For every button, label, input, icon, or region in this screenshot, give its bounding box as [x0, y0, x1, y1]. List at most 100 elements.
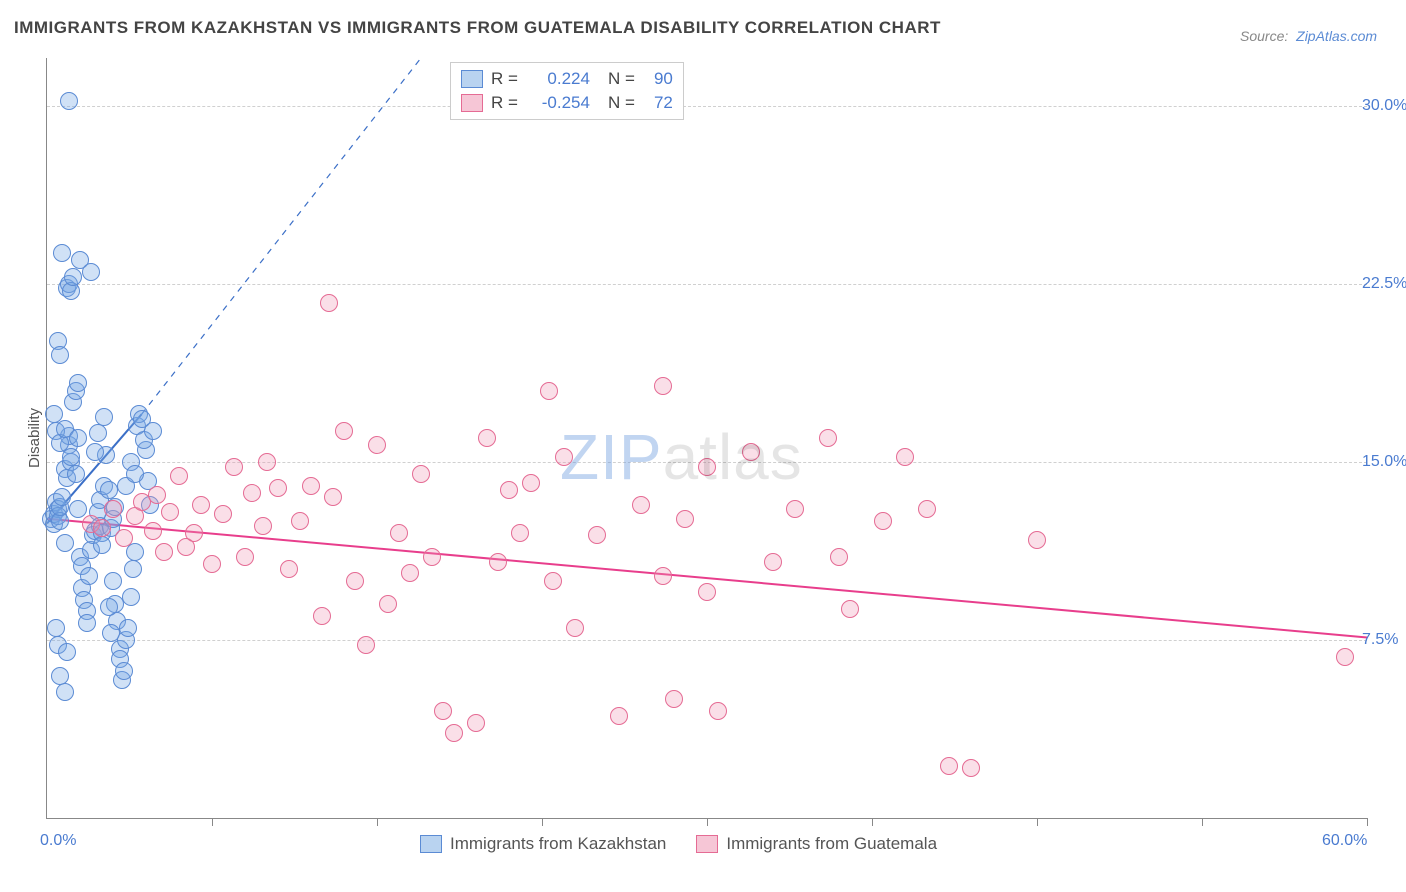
data-point-guatemala [357, 636, 375, 654]
data-point-kazakhstan [115, 662, 133, 680]
data-point-guatemala [841, 600, 859, 618]
data-point-guatemala [709, 702, 727, 720]
data-point-guatemala [155, 543, 173, 561]
data-point-guatemala [346, 572, 364, 590]
data-point-guatemala [302, 477, 320, 495]
r-label: R = [491, 91, 518, 115]
data-point-guatemala [874, 512, 892, 530]
data-point-kazakhstan [122, 588, 140, 606]
data-point-kazakhstan [47, 619, 65, 637]
data-point-kazakhstan [56, 534, 74, 552]
data-point-kazakhstan [56, 683, 74, 701]
data-point-guatemala [511, 524, 529, 542]
data-point-guatemala [368, 436, 386, 454]
data-point-guatemala [254, 517, 272, 535]
data-point-kazakhstan [69, 374, 87, 392]
series-legend: Immigrants from Kazakhstan Immigrants fro… [420, 834, 937, 854]
data-point-guatemala [522, 474, 540, 492]
swatch-guatemala-icon [461, 94, 483, 112]
data-point-kazakhstan [119, 619, 137, 637]
data-point-guatemala [830, 548, 848, 566]
source-value: ZipAtlas.com [1296, 28, 1377, 44]
data-point-guatemala [1336, 648, 1354, 666]
data-point-guatemala [742, 443, 760, 461]
data-point-guatemala [544, 572, 562, 590]
x-tick [1367, 818, 1368, 826]
swatch-guatemala-icon [696, 835, 718, 853]
data-point-guatemala [269, 479, 287, 497]
legend-item-kazakhstan: Immigrants from Kazakhstan [420, 834, 666, 854]
y-axis-title: Disability [26, 408, 43, 468]
data-point-guatemala [540, 382, 558, 400]
n-label: N = [608, 67, 635, 91]
data-point-kazakhstan [60, 92, 78, 110]
data-point-kazakhstan [100, 481, 118, 499]
data-point-kazakhstan [64, 268, 82, 286]
x-tick [872, 818, 873, 826]
data-point-kazakhstan [126, 543, 144, 561]
data-point-kazakhstan [67, 465, 85, 483]
data-point-guatemala [324, 488, 342, 506]
data-point-guatemala [192, 496, 210, 514]
data-point-kazakhstan [104, 572, 122, 590]
data-point-guatemala [313, 607, 331, 625]
data-point-guatemala [654, 567, 672, 585]
data-point-kazakhstan [69, 429, 87, 447]
data-point-kazakhstan [53, 244, 71, 262]
data-point-guatemala [401, 564, 419, 582]
data-point-guatemala [379, 595, 397, 613]
y-tick-label: 22.5% [1362, 275, 1406, 293]
data-point-kazakhstan [58, 643, 76, 661]
stats-row-kazakhstan: R =0.224N =90 [461, 67, 673, 91]
source-label: Source: [1240, 28, 1288, 44]
chart-title: IMMIGRANTS FROM KAZAKHSTAN VS IMMIGRANTS… [14, 18, 941, 38]
data-point-guatemala [819, 429, 837, 447]
data-point-guatemala [786, 500, 804, 518]
y-tick-label: 7.5% [1362, 631, 1398, 649]
data-point-guatemala [390, 524, 408, 542]
data-point-guatemala [445, 724, 463, 742]
r-value: 0.224 [526, 67, 590, 91]
r-value: -0.254 [526, 91, 590, 115]
data-point-guatemala [654, 377, 672, 395]
x-tick [212, 818, 213, 826]
y-tick-label: 15.0% [1362, 453, 1406, 471]
data-point-kazakhstan [62, 448, 80, 466]
data-point-guatemala [489, 553, 507, 571]
data-point-guatemala [632, 496, 650, 514]
data-point-guatemala [896, 448, 914, 466]
data-point-guatemala [236, 548, 254, 566]
data-point-kazakhstan [51, 346, 69, 364]
data-point-guatemala [412, 465, 430, 483]
n-value: 72 [643, 91, 673, 115]
data-point-kazakhstan [89, 424, 107, 442]
source-attribution: Source: ZipAtlas.com [1240, 28, 1377, 44]
swatch-kazakhstan-icon [420, 835, 442, 853]
x-tick [542, 818, 543, 826]
data-point-kazakhstan [82, 263, 100, 281]
stats-row-guatemala: R = -0.254 N = 72 [461, 91, 673, 115]
data-point-kazakhstan [86, 443, 104, 461]
legend-label: Immigrants from Guatemala [726, 834, 937, 854]
data-point-kazakhstan [102, 624, 120, 642]
data-point-guatemala [243, 484, 261, 502]
data-point-kazakhstan [95, 408, 113, 426]
data-point-guatemala [698, 583, 716, 601]
data-point-guatemala [144, 522, 162, 540]
data-point-kazakhstan [144, 422, 162, 440]
data-point-guatemala [93, 519, 111, 537]
data-point-kazakhstan [69, 500, 87, 518]
n-label: N = [608, 91, 635, 115]
data-point-guatemala [588, 526, 606, 544]
data-point-guatemala [104, 500, 122, 518]
y-tick-label: 30.0% [1362, 97, 1406, 115]
data-point-guatemala [185, 524, 203, 542]
legend-label: Immigrants from Kazakhstan [450, 834, 666, 854]
data-point-kazakhstan [78, 614, 96, 632]
x-tick [377, 818, 378, 826]
data-point-guatemala [1028, 531, 1046, 549]
data-point-guatemala [555, 448, 573, 466]
gridline-h [47, 640, 1367, 641]
gridline-h [47, 106, 1367, 107]
data-point-kazakhstan [51, 667, 69, 685]
